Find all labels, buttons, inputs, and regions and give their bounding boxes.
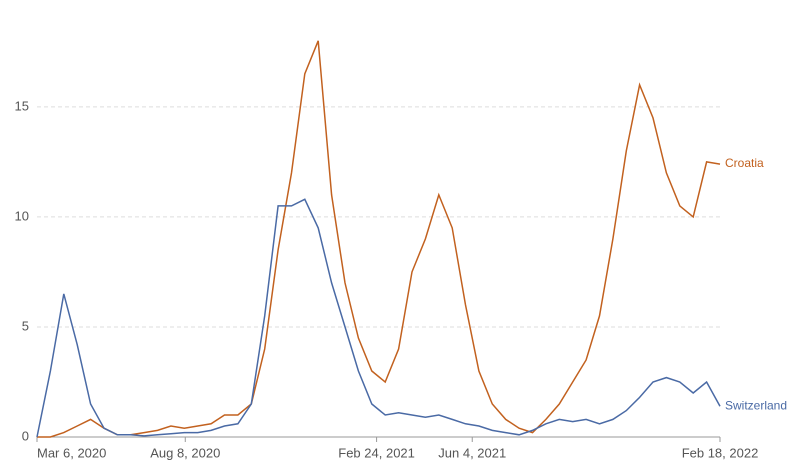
series-line: [37, 40, 721, 438]
series-line: [36, 198, 721, 438]
y-tick-label: 0: [22, 428, 29, 443]
x-tick-label: Feb 24, 2021: [338, 445, 415, 460]
x-tick-label: Feb 18, 2022: [682, 445, 759, 460]
series-label: Croatia: [725, 156, 764, 170]
y-tick-label: 15: [15, 98, 29, 113]
x-tick-label: Aug 8, 2020: [150, 445, 220, 460]
series-label: Switzerland: [725, 398, 787, 412]
y-tick-label: 10: [15, 208, 29, 223]
x-tick-label: Jun 4, 2021: [438, 445, 506, 460]
y-tick-label: 5: [22, 318, 29, 333]
x-tick-label: Mar 6, 2020: [37, 445, 106, 460]
